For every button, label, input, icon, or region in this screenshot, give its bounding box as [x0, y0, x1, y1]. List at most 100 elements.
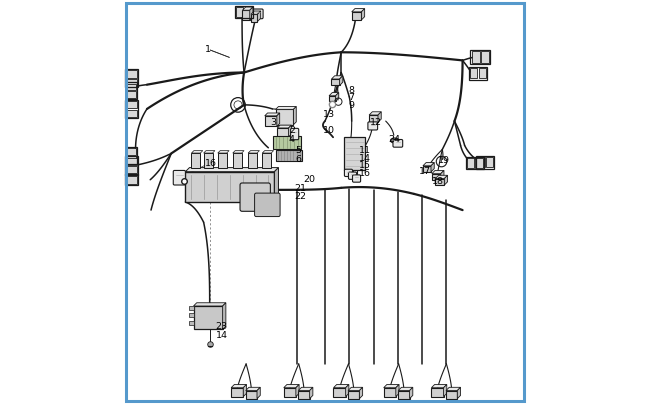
Bar [423, 166, 431, 173]
Bar [188, 313, 194, 318]
Text: 14: 14 [216, 330, 228, 339]
Polygon shape [185, 168, 278, 172]
Text: 15: 15 [359, 161, 370, 170]
Polygon shape [436, 176, 448, 179]
Bar [352, 13, 361, 21]
Bar [127, 71, 136, 79]
Bar [125, 157, 138, 175]
Bar [127, 80, 136, 87]
Polygon shape [441, 171, 444, 181]
Bar [236, 8, 244, 18]
Polygon shape [445, 176, 448, 185]
Bar [446, 390, 458, 399]
Text: 19: 19 [438, 156, 450, 165]
Polygon shape [276, 107, 296, 110]
Text: 3: 3 [270, 118, 276, 127]
Polygon shape [251, 12, 261, 15]
Polygon shape [250, 8, 253, 21]
Bar [188, 322, 194, 326]
Text: 16: 16 [359, 168, 370, 177]
Bar [126, 176, 137, 184]
Polygon shape [348, 387, 363, 390]
Polygon shape [296, 384, 299, 396]
Bar [344, 138, 365, 170]
Polygon shape [431, 163, 434, 173]
Polygon shape [446, 387, 461, 390]
Bar [384, 388, 396, 396]
Bar [235, 6, 254, 19]
Bar [233, 153, 242, 169]
Bar [251, 15, 257, 23]
Bar [273, 137, 301, 149]
Text: 4: 4 [289, 134, 295, 143]
Polygon shape [293, 107, 296, 126]
Polygon shape [223, 303, 226, 330]
Bar [481, 52, 489, 64]
FancyBboxPatch shape [393, 140, 403, 148]
Text: 13: 13 [323, 110, 335, 119]
Bar [242, 11, 250, 21]
Polygon shape [218, 151, 229, 153]
Polygon shape [231, 384, 246, 388]
Polygon shape [233, 151, 244, 153]
Text: 18: 18 [432, 177, 443, 186]
Bar [263, 153, 271, 169]
Text: 6: 6 [296, 154, 302, 163]
Bar [231, 388, 243, 396]
Bar [332, 80, 339, 86]
Bar [127, 149, 136, 156]
FancyBboxPatch shape [348, 173, 357, 180]
Polygon shape [284, 384, 299, 388]
Bar [278, 129, 289, 138]
Bar [465, 158, 484, 170]
Bar [469, 68, 487, 81]
FancyBboxPatch shape [291, 129, 299, 141]
FancyBboxPatch shape [240, 183, 270, 212]
Polygon shape [432, 384, 447, 388]
Text: 20: 20 [304, 175, 316, 183]
Bar [329, 96, 335, 102]
Bar [284, 388, 296, 396]
Bar [246, 390, 257, 399]
Bar [467, 159, 474, 169]
Polygon shape [396, 384, 399, 396]
Text: 22: 22 [294, 192, 307, 200]
Polygon shape [361, 10, 365, 21]
Bar [248, 153, 257, 169]
Bar [125, 70, 138, 88]
Text: 1: 1 [205, 45, 211, 53]
Polygon shape [369, 113, 382, 116]
Bar [194, 306, 223, 330]
Text: 23: 23 [216, 321, 228, 330]
Polygon shape [277, 114, 280, 127]
Polygon shape [329, 93, 339, 96]
Bar [127, 85, 136, 91]
Text: 14: 14 [359, 153, 370, 162]
Polygon shape [352, 10, 365, 13]
Bar [486, 158, 493, 168]
Polygon shape [346, 384, 349, 396]
Polygon shape [298, 387, 313, 390]
Bar [127, 157, 136, 163]
FancyBboxPatch shape [352, 175, 361, 183]
Bar [127, 167, 136, 174]
Bar [127, 110, 136, 117]
FancyBboxPatch shape [368, 123, 378, 131]
Bar [244, 8, 252, 18]
FancyBboxPatch shape [252, 10, 263, 20]
Polygon shape [333, 384, 349, 388]
Bar [333, 388, 346, 396]
Polygon shape [243, 384, 246, 396]
Bar [436, 179, 445, 185]
Bar [127, 158, 136, 166]
Bar [432, 174, 441, 181]
Polygon shape [339, 77, 343, 86]
Bar [203, 153, 213, 169]
Bar [398, 390, 410, 399]
Polygon shape [192, 151, 203, 153]
Bar [478, 69, 486, 79]
Text: 17: 17 [419, 166, 432, 175]
Polygon shape [246, 387, 260, 390]
Bar [470, 69, 477, 79]
Text: 7: 7 [348, 93, 354, 102]
